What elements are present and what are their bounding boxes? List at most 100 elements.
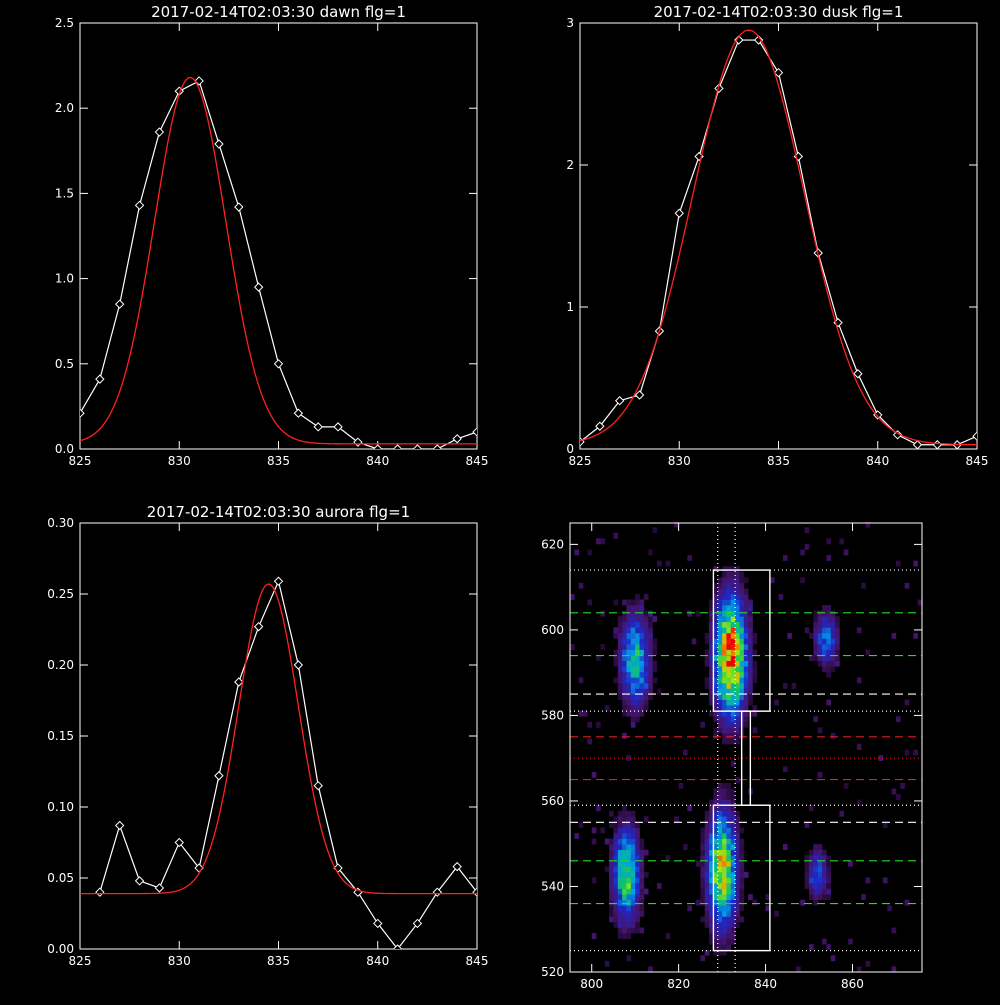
heatmap-cell: [639, 871, 645, 878]
heatmap-cell: [713, 816, 719, 823]
heatmap-cell: [700, 844, 706, 850]
heatmap-cell: [622, 877, 627, 884]
heatmap-cell: [726, 577, 732, 584]
heatmap-cell: [735, 566, 740, 573]
heatmap-cell: [722, 705, 727, 712]
x-tick-label: 840: [754, 977, 777, 991]
heatmap-cell: [626, 816, 632, 823]
heatmap-cell: [609, 810, 614, 817]
heatmap-cell: [748, 621, 753, 628]
heatmap-cell: [726, 927, 732, 934]
heatmap-cell: [643, 705, 649, 712]
heatmap-cell: [656, 688, 662, 695]
data-point: [472, 427, 477, 437]
heatmap-cell: [891, 788, 897, 795]
heatmap-cell: [713, 899, 719, 906]
heatmap-cell: [848, 860, 853, 867]
heatmap-cell: [709, 655, 714, 661]
heatmap-cell: [617, 682, 623, 689]
heatmap-cell: [617, 910, 623, 917]
heatmap-cell: [696, 610, 701, 617]
heatmap-cell: [730, 871, 736, 878]
heatmap-cell: [635, 599, 640, 606]
heatmap-cell: [726, 827, 732, 834]
heatmap-cell: [726, 838, 732, 845]
heatmap-cell: [748, 627, 753, 634]
heatmap-cell: [639, 649, 645, 656]
heatmap-cell: [604, 866, 610, 873]
heatmap-cell: [752, 727, 758, 734]
heatmap-cell: [626, 710, 632, 717]
heatmap-cell: [822, 621, 827, 628]
heatmap-cell: [804, 877, 810, 884]
heatmap-cell: [709, 710, 714, 717]
heatmap-cell: [717, 577, 723, 584]
heatmap-cell: [735, 816, 740, 823]
heatmap-cell: [826, 883, 832, 889]
heatmap-cell: [730, 716, 736, 723]
heatmap-cell: [639, 610, 645, 617]
heatmap-cell: [717, 660, 723, 667]
heatmap-cell: [804, 821, 810, 828]
heatmap-cell: [726, 855, 732, 862]
heatmap-cell: [574, 549, 579, 556]
heatmap-cell: [700, 721, 706, 728]
heatmap-cell: [743, 710, 749, 717]
heatmap-cell: [813, 860, 819, 867]
heatmap-cell: [622, 699, 627, 706]
y-tick-label: 2.5: [55, 16, 74, 30]
heatmap-cell: [617, 827, 623, 834]
heatmap-cell: [826, 638, 832, 645]
heatmap-cell: [722, 855, 727, 862]
heatmap-cell: [739, 688, 745, 695]
heatmap-cell: [713, 927, 719, 934]
heatmap-cell: [635, 644, 640, 650]
heatmap-cell: [643, 621, 649, 628]
heatmap-cell: [743, 621, 749, 628]
heatmap-cell: [917, 599, 923, 606]
heatmap-cell: [730, 927, 736, 934]
data-point: [452, 861, 462, 872]
heatmap-cell: [596, 805, 601, 812]
data-point: [373, 444, 383, 449]
heatmap-cell: [717, 871, 723, 878]
heatmap-cell: [617, 927, 623, 934]
heatmap-cell: [748, 649, 753, 656]
heatmap-cell: [617, 833, 623, 839]
heatmap-cell: [722, 682, 727, 689]
heatmap-cell: [739, 682, 745, 689]
heatmap-cell: [613, 888, 619, 895]
heatmap-cell: [717, 677, 723, 684]
heatmap-cell: [722, 866, 727, 873]
heatmap-cell: [743, 588, 749, 595]
heatmap-cell: [652, 666, 658, 673]
heatmap-cell: [813, 610, 819, 617]
heatmap-cell: [822, 666, 827, 673]
heatmap-cell: [639, 677, 645, 684]
heatmap-cell: [730, 571, 736, 578]
heatmap-cell: [817, 655, 823, 661]
heatmap-cell: [626, 833, 632, 839]
heatmap-cell: [813, 899, 819, 906]
heatmap-cell: [626, 705, 632, 712]
heatmap-cell: [613, 849, 619, 856]
heatmap-cell: [622, 921, 627, 928]
heatmap-cell: [622, 666, 627, 673]
heatmap-cell: [709, 810, 714, 817]
heatmap-cell: [717, 582, 723, 589]
heatmap-cell: [709, 833, 714, 839]
heatmap-cell: [617, 688, 623, 695]
heatmap-cell: [609, 871, 614, 878]
heatmap-cell: [617, 871, 623, 878]
heatmap-cell: [704, 888, 710, 895]
heatmap-cells: [570, 521, 923, 973]
heatmap-cell: [722, 788, 727, 795]
data-point: [595, 421, 605, 431]
heatmap-cell: [622, 860, 627, 867]
data-point: [853, 369, 863, 379]
heatmap-cell: [704, 816, 710, 823]
heatmap-cell: [813, 883, 819, 889]
heatmap-cell: [652, 616, 658, 623]
data-line: [80, 80, 477, 449]
heatmap-cell: [709, 666, 714, 673]
